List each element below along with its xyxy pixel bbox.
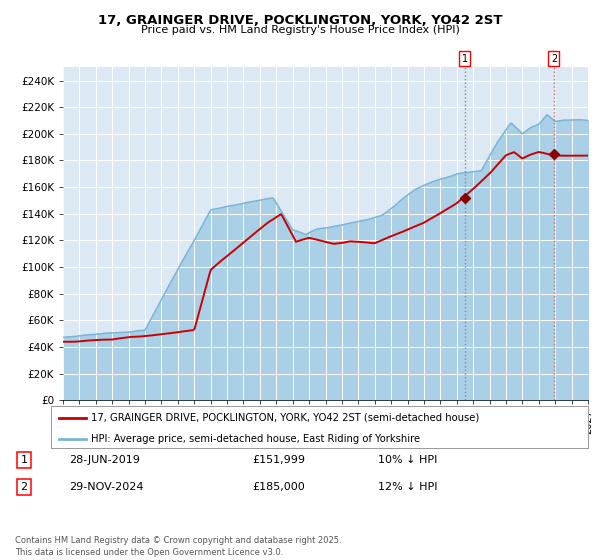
- Text: 1: 1: [462, 54, 468, 64]
- Text: 1: 1: [20, 455, 28, 465]
- Text: 12% ↓ HPI: 12% ↓ HPI: [378, 482, 437, 492]
- Text: 2: 2: [20, 482, 28, 492]
- Text: 2: 2: [551, 54, 557, 64]
- Text: 17, GRAINGER DRIVE, POCKLINGTON, YORK, YO42 2ST (semi-detached house): 17, GRAINGER DRIVE, POCKLINGTON, YORK, Y…: [91, 413, 479, 423]
- Text: Price paid vs. HM Land Registry's House Price Index (HPI): Price paid vs. HM Land Registry's House …: [140, 25, 460, 35]
- Text: 17, GRAINGER DRIVE, POCKLINGTON, YORK, YO42 2ST: 17, GRAINGER DRIVE, POCKLINGTON, YORK, Y…: [98, 14, 502, 27]
- Text: 29-NOV-2024: 29-NOV-2024: [69, 482, 143, 492]
- Text: £185,000: £185,000: [252, 482, 305, 492]
- Text: 28-JUN-2019: 28-JUN-2019: [69, 455, 140, 465]
- Text: Contains HM Land Registry data © Crown copyright and database right 2025.
This d: Contains HM Land Registry data © Crown c…: [15, 536, 341, 557]
- Text: £151,999: £151,999: [252, 455, 305, 465]
- Text: 10% ↓ HPI: 10% ↓ HPI: [378, 455, 437, 465]
- Text: HPI: Average price, semi-detached house, East Riding of Yorkshire: HPI: Average price, semi-detached house,…: [91, 434, 421, 444]
